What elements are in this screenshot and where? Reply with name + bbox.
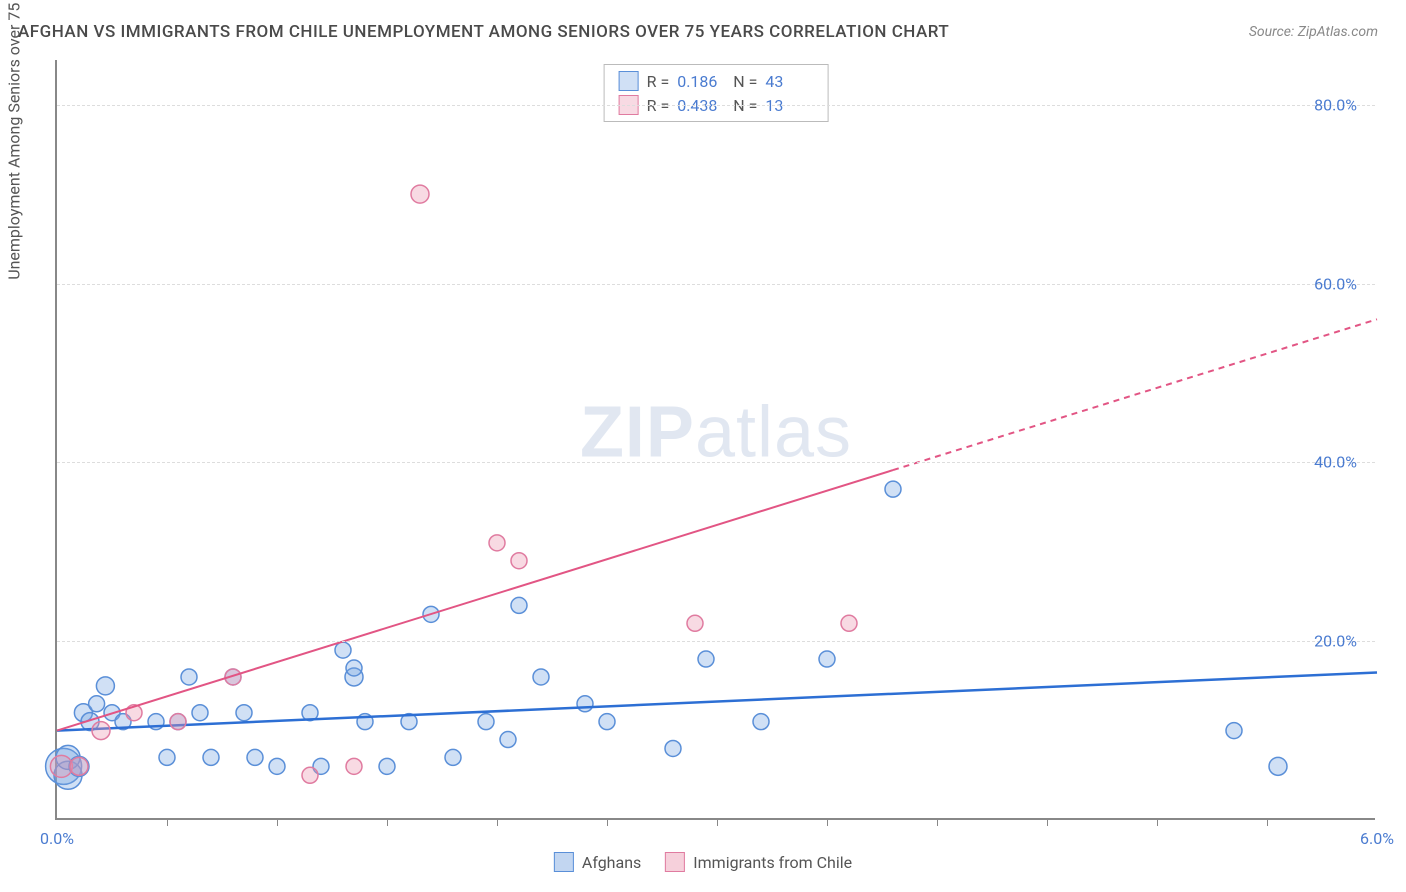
data-point xyxy=(533,669,549,685)
data-point xyxy=(577,696,593,712)
data-point xyxy=(181,669,197,685)
data-point xyxy=(665,740,681,756)
x-tick xyxy=(717,818,718,826)
legend-label: Immigrants from Chile xyxy=(693,853,852,872)
data-point xyxy=(192,705,208,721)
source-label: Source: ZipAtlas.com xyxy=(1249,24,1378,40)
y-tick-label: 80.0% xyxy=(1314,95,1357,114)
data-point xyxy=(698,651,714,667)
legend-label: Afghans xyxy=(582,853,641,872)
trend-line-dashed xyxy=(893,319,1377,470)
x-tick-label: 0.0% xyxy=(40,829,74,848)
bottom-legend: Afghans Immigrants from Chile xyxy=(554,852,852,872)
trend-line xyxy=(57,470,893,730)
stat-r-label: R = xyxy=(647,72,670,91)
data-point xyxy=(445,749,461,765)
data-point xyxy=(599,714,615,730)
plot-svg xyxy=(57,60,1375,818)
data-point xyxy=(753,714,769,730)
data-point xyxy=(302,767,318,783)
data-point xyxy=(247,749,263,765)
gridline xyxy=(57,462,1375,463)
stat-n-value: 43 xyxy=(765,72,813,91)
data-point xyxy=(379,758,395,774)
legend-swatch xyxy=(619,71,639,91)
data-point xyxy=(511,553,527,569)
data-point xyxy=(70,757,88,775)
x-tick xyxy=(937,818,938,826)
data-point xyxy=(96,677,114,695)
plot-area: ZIPatlas R =0.186N =43R =0.438N =13 20.0… xyxy=(55,60,1375,820)
chart-container: AFGHAN VS IMMIGRANTS FROM CHILE UNEMPLOY… xyxy=(0,0,1406,892)
data-point xyxy=(236,705,252,721)
data-point xyxy=(489,535,505,551)
data-point xyxy=(92,722,110,740)
data-point xyxy=(89,696,105,712)
y-axis-label: Unemployment Among Seniors over 75 years xyxy=(5,0,24,280)
data-point xyxy=(478,714,494,730)
data-point xyxy=(511,597,527,613)
x-tick xyxy=(277,818,278,826)
data-point xyxy=(203,749,219,765)
data-point xyxy=(346,758,362,774)
data-point xyxy=(170,714,186,730)
data-point xyxy=(411,185,429,203)
stat-n-label: N = xyxy=(733,72,757,91)
x-tick-label: 6.0% xyxy=(1360,829,1394,848)
data-point xyxy=(500,732,516,748)
chart-title: AFGHAN VS IMMIGRANTS FROM CHILE UNEMPLOY… xyxy=(18,22,949,42)
legend-item: Immigrants from Chile xyxy=(665,852,852,872)
gridline xyxy=(57,284,1375,285)
stat-r-value: 0.186 xyxy=(677,72,725,91)
x-tick xyxy=(497,818,498,826)
data-point xyxy=(50,755,72,777)
x-tick xyxy=(387,818,388,826)
data-point xyxy=(346,660,362,676)
trend-line xyxy=(57,672,1377,730)
x-tick xyxy=(1267,818,1268,826)
data-point xyxy=(687,615,703,631)
data-point xyxy=(841,615,857,631)
legend-swatch xyxy=(554,852,574,872)
data-point xyxy=(1269,757,1287,775)
gridline xyxy=(57,105,1375,106)
data-point xyxy=(1226,723,1242,739)
x-tick xyxy=(607,818,608,826)
y-tick-label: 60.0% xyxy=(1314,274,1357,293)
x-tick xyxy=(827,818,828,826)
x-tick xyxy=(1047,818,1048,826)
legend-item: Afghans xyxy=(554,852,641,872)
y-tick-label: 20.0% xyxy=(1314,632,1357,651)
stats-row: R = 0.186 N = 43 xyxy=(619,71,814,91)
x-tick xyxy=(1157,818,1158,826)
data-point xyxy=(335,642,351,658)
data-point xyxy=(885,481,901,497)
data-point xyxy=(819,651,835,667)
y-tick-label: 40.0% xyxy=(1314,453,1357,472)
data-point xyxy=(159,749,175,765)
legend-swatch xyxy=(665,852,685,872)
x-tick xyxy=(167,818,168,826)
gridline xyxy=(57,641,1375,642)
stats-legend: R =0.186N =43R =0.438N =13 xyxy=(604,64,829,122)
data-point xyxy=(269,758,285,774)
